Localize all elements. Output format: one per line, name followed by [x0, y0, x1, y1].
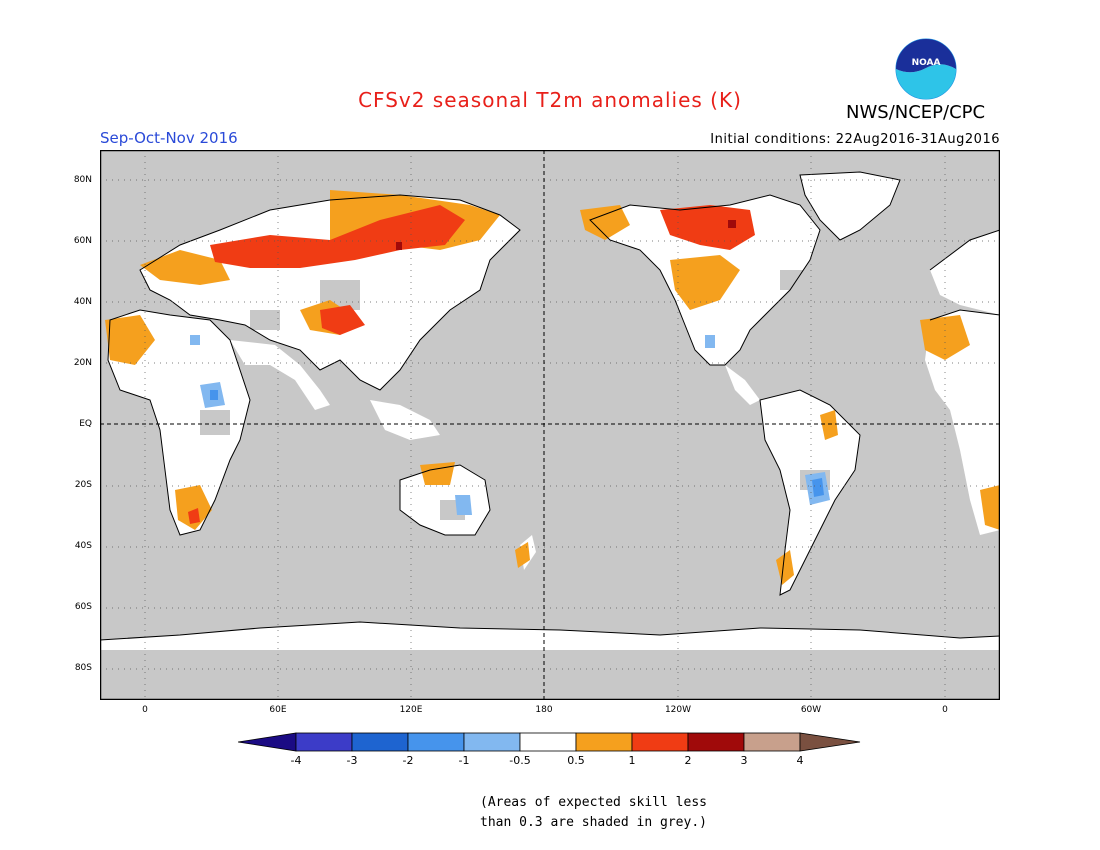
- initial-conditions-label: Initial conditions: 22Aug2016-31Aug2016: [710, 132, 1000, 147]
- lon-label-120e: 120E: [399, 705, 423, 715]
- colorbar-arrow-left: [238, 732, 297, 752]
- colorbar-tick: -4: [290, 754, 302, 767]
- lat-label-eq: EQ: [79, 419, 92, 429]
- colorbar-bin: [631, 732, 689, 752]
- anomaly-blue: [210, 390, 824, 497]
- agency-label: NWS/NCEP/CPC: [846, 102, 986, 123]
- coastlines: [100, 171, 1000, 641]
- colorbar-tick: -3: [346, 754, 358, 767]
- skill-footnote: (Areas of expected skill less than 0.3 a…: [480, 793, 707, 833]
- lat-label-80n: 80N: [73, 175, 92, 185]
- anomaly-lightblue: [190, 335, 830, 515]
- lat-label-40n: 40N: [73, 297, 92, 307]
- colorbar-tick: 4: [796, 754, 804, 767]
- colorbar-arrow-right: [799, 732, 861, 752]
- colorbar-tick: 0.5: [567, 754, 585, 767]
- colorbar-bin: [407, 732, 465, 752]
- lon-label-0: 0: [142, 705, 148, 715]
- colorbar-tick: -2: [402, 754, 414, 767]
- colorbar-tick: 3: [740, 754, 748, 767]
- svg-text:NOAA: NOAA: [912, 58, 941, 68]
- lat-label-60s: 60S: [74, 602, 92, 612]
- lon-label-60w: 60W: [800, 705, 822, 715]
- lon-label-60e: 60E: [269, 705, 287, 715]
- graticule: [100, 150, 1000, 700]
- world-map: [100, 150, 1000, 700]
- lon-label-120w: 120W: [664, 705, 692, 715]
- colorbar: [238, 732, 861, 752]
- lon-label-0-right: 0: [942, 705, 948, 715]
- lat-label-20s: 20S: [74, 480, 92, 490]
- colorbar-bin: [519, 732, 577, 752]
- lat-label-20n: 20N: [73, 358, 92, 368]
- colorbar-tick: 2: [684, 754, 692, 767]
- colorbar-tick: 1: [628, 754, 636, 767]
- lon-label-180: 180: [535, 705, 553, 715]
- noaa-logo: NOAA: [895, 38, 957, 100]
- colorbar-bin: [687, 732, 745, 752]
- lat-label-60n: 60N: [73, 236, 92, 246]
- colorbar-tick: -0.5: [509, 754, 531, 767]
- colorbar-bin: [575, 732, 633, 752]
- footnote-line-1: (Areas of expected skill less: [480, 795, 707, 810]
- lat-label-80s: 80S: [74, 663, 92, 673]
- colorbar-bin: [295, 732, 353, 752]
- colorbar-bin: [743, 732, 801, 752]
- chart-title: CFSv2 seasonal T2m anomalies (K): [358, 88, 742, 112]
- colorbar-bin: [351, 732, 409, 752]
- equator-dateline: [100, 150, 1000, 700]
- footnote-line-2: than 0.3 are shaded in grey.): [480, 815, 707, 830]
- anomaly-darkred: [396, 220, 736, 250]
- colorbar-tick: -1: [458, 754, 470, 767]
- season-label: Sep-Oct-Nov 2016: [100, 129, 238, 147]
- anomaly-red: [188, 205, 755, 524]
- colorbar-bin: [463, 732, 521, 752]
- lat-label-40s: 40S: [74, 541, 92, 551]
